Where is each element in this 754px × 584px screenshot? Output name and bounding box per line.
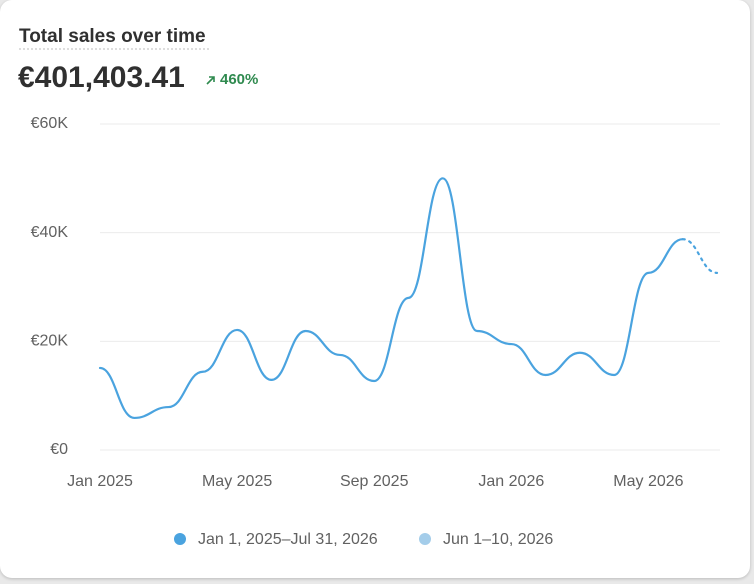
- legend-label[interactable]: Jan 1, 2025–Jul 31, 2026: [198, 531, 378, 548]
- x-tick-label: May 2026: [613, 473, 683, 490]
- y-tick-label: €60K: [31, 115, 69, 132]
- x-tick-label: Jan 2026: [478, 473, 544, 490]
- x-tick-label: Sep 2025: [340, 473, 409, 490]
- change: 460%: [220, 71, 258, 88]
- line: [681, 238, 719, 274]
- x-tick-label: Jan 2025: [67, 473, 133, 490]
- x-tick-label: May 2025: [202, 473, 272, 490]
- legend-swatch: [419, 533, 431, 545]
- y-tick-label: €20K: [31, 333, 69, 350]
- legend-swatch: [174, 533, 186, 545]
- legend-label[interactable]: Jun 1–10, 2026: [443, 531, 553, 548]
- line: [98, 177, 684, 420]
- title[interactable]: Total sales over time: [19, 26, 206, 47]
- up-arrow: [206, 76, 215, 85]
- total: €401,403.41: [18, 61, 185, 94]
- y-tick-label: €40K: [31, 224, 69, 241]
- y-tick-label: €0: [50, 441, 68, 458]
